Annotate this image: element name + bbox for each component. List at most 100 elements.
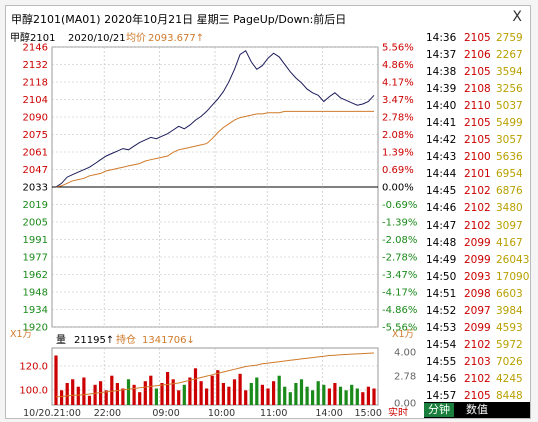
oi-value: 1341706↓ bbox=[142, 335, 195, 346]
tick-time: 14:55 bbox=[426, 355, 457, 368]
tick-row[interactable]: 14:42 2105 3057 bbox=[424, 132, 530, 149]
chart-date: 2020/10/21 bbox=[68, 33, 126, 44]
pct-tick-label: 2.78% bbox=[382, 113, 414, 124]
tick-row[interactable]: 14:46 2102 3480 bbox=[424, 200, 530, 217]
tick-volume: 2759 bbox=[496, 32, 523, 44]
chart-pane[interactable]: 甲醇2101 2020/10/21 均价 2093.677↑ X1万 X1万 量… bbox=[8, 30, 422, 418]
tick-row[interactable]: 14:57 2105 8448 bbox=[424, 388, 530, 405]
tick-row[interactable]: 14:51 2098 6603 bbox=[424, 286, 530, 303]
vol-left-label: 120.0 bbox=[19, 362, 48, 373]
volume-bar bbox=[299, 379, 304, 405]
tick-price: 2102 bbox=[464, 185, 491, 198]
pct-tick-label: -2.08% bbox=[382, 235, 417, 246]
tick-price: 2098 bbox=[464, 287, 491, 300]
tick-list[interactable]: 14:36 2105 2759 14:37 2106 2267 14:38 2105 3594 1… bbox=[424, 30, 530, 418]
tick-price: 2105 bbox=[464, 32, 491, 44]
tick-price: 2106 bbox=[464, 49, 491, 62]
price-tick-label: 2075 bbox=[23, 130, 48, 141]
tick-row[interactable]: 14:48 2099 4167 bbox=[424, 235, 530, 252]
volume-bar bbox=[93, 384, 97, 405]
volume-bar bbox=[199, 381, 203, 405]
tick-row[interactable]: 14:44 2101 6954 bbox=[424, 166, 530, 183]
tick-time: 14:47 bbox=[426, 219, 457, 232]
tick-time: 14:46 bbox=[426, 202, 457, 215]
tick-volume: 4593 bbox=[496, 321, 523, 334]
tab-minute[interactable]: 分钟 bbox=[424, 403, 454, 417]
pct-tick-label: 5.56% bbox=[382, 43, 414, 54]
tick-row[interactable]: 14:47 2102 3097 bbox=[424, 218, 530, 235]
tick-price: 2099 bbox=[464, 321, 491, 334]
volume-bar bbox=[138, 392, 142, 405]
price-tick-label: 2132 bbox=[23, 60, 48, 71]
volume-bar bbox=[283, 386, 287, 405]
tick-row[interactable]: 14:50 2093 17090 bbox=[424, 269, 530, 286]
tick-volume: 26043 bbox=[496, 253, 530, 266]
price-tick-label: 1962 bbox=[23, 270, 48, 281]
volume-bar bbox=[294, 383, 298, 405]
tick-row[interactable]: 14:56 2102 4245 bbox=[424, 371, 530, 388]
time-tick-label: 14:00 bbox=[315, 408, 342, 416]
pct-tick-label: -3.47% bbox=[382, 270, 417, 281]
volume-bar bbox=[338, 386, 343, 405]
tick-volume: 5636 bbox=[496, 151, 523, 164]
volume-bar bbox=[188, 377, 192, 405]
vol-right-label: 4.00 bbox=[394, 348, 416, 359]
vol-right-label: 0.00 bbox=[394, 399, 416, 410]
pct-tick-label: -2.78% bbox=[382, 253, 417, 264]
price-tick-label: 2061 bbox=[23, 148, 48, 159]
price-tick-label: 2146 bbox=[23, 43, 48, 54]
tick-row[interactable]: 14:37 2106 2267 bbox=[424, 47, 530, 64]
close-icon[interactable]: X bbox=[512, 9, 522, 25]
price-tick-label: 1948 bbox=[23, 288, 48, 299]
volume-bar bbox=[210, 375, 214, 405]
tick-row[interactable]: 14:45 2102 6876 bbox=[424, 183, 530, 200]
tick-volume: 3256 bbox=[496, 83, 523, 96]
volume-bar bbox=[82, 377, 86, 405]
tick-row[interactable]: 14:55 2103 7026 bbox=[424, 354, 530, 371]
tick-row[interactable]: 14:39 2108 3256 bbox=[424, 81, 530, 98]
tick-volume: 5972 bbox=[496, 338, 523, 351]
tick-price: 2105 bbox=[464, 66, 491, 79]
time-axis: 10/20,21:00 22:00 09:00 10:00 11:00 14:00 15:0… bbox=[23, 406, 408, 418]
tick-volume: 2267 bbox=[496, 49, 523, 62]
tick-row[interactable]: 14:38 2105 3594 bbox=[424, 64, 530, 81]
volume-bar bbox=[126, 379, 131, 405]
tick-volume: 6603 bbox=[496, 287, 523, 300]
tick-volume: 7026 bbox=[496, 355, 523, 368]
tick-time: 14:42 bbox=[426, 134, 457, 147]
tick-row[interactable]: 14:43 2100 5636 bbox=[424, 149, 530, 166]
bottom-tabs: 分钟 数值 bbox=[424, 402, 530, 418]
vol-value: 21195↑ bbox=[74, 335, 114, 346]
tick-time: 14:57 bbox=[426, 389, 457, 402]
vol-label: 量 bbox=[56, 334, 66, 346]
tick-row[interactable]: 14:49 2099 26043 bbox=[424, 252, 530, 269]
volume-bar bbox=[255, 377, 259, 405]
tab-values[interactable]: 数值 bbox=[466, 403, 488, 416]
window-title: 甲醇2101(MA01) 2020年10月21日 星期三 PageUp/Down… bbox=[11, 13, 347, 26]
tick-row[interactable]: 14:53 2099 4593 bbox=[424, 320, 530, 337]
tick-row[interactable]: 14:40 2110 5037 bbox=[424, 98, 530, 115]
volume-bar bbox=[361, 392, 365, 405]
volume-bar bbox=[205, 388, 209, 405]
intraday-chart[interactable]: 甲醇2101 2020/10/21 均价 2093.677↑ X1万 X1万 量… bbox=[8, 30, 422, 418]
tick-row[interactable]: 14:36 2105 2759 bbox=[424, 30, 530, 47]
tick-price: 2110 bbox=[464, 100, 491, 113]
pct-tick-label: -5.56% bbox=[382, 323, 417, 334]
volume-bar bbox=[121, 388, 125, 405]
tick-row[interactable]: 14:52 2097 3984 bbox=[424, 303, 530, 320]
volume-bar bbox=[288, 392, 292, 405]
avg-label: 均价 bbox=[126, 32, 146, 44]
time-tick-label: 11:00 bbox=[260, 408, 287, 416]
tick-time: 14:50 bbox=[426, 270, 457, 283]
volume-bars bbox=[54, 355, 376, 405]
pct-tick-label: -4.17% bbox=[382, 288, 417, 299]
volume-bar bbox=[193, 368, 198, 405]
chart-symbol: 甲醇2101 bbox=[10, 31, 55, 44]
price-tick-label: 2005 bbox=[23, 218, 48, 229]
time-tick-label: 10/20,21:00 bbox=[23, 408, 81, 416]
tick-time: 14:49 bbox=[426, 253, 457, 266]
tick-row[interactable]: 14:41 2105 5499 bbox=[424, 115, 530, 132]
time-tick-label: 09:00 bbox=[152, 408, 179, 416]
tick-time: 14:41 bbox=[426, 117, 457, 130]
tick-row[interactable]: 14:54 2102 5972 bbox=[424, 337, 530, 354]
